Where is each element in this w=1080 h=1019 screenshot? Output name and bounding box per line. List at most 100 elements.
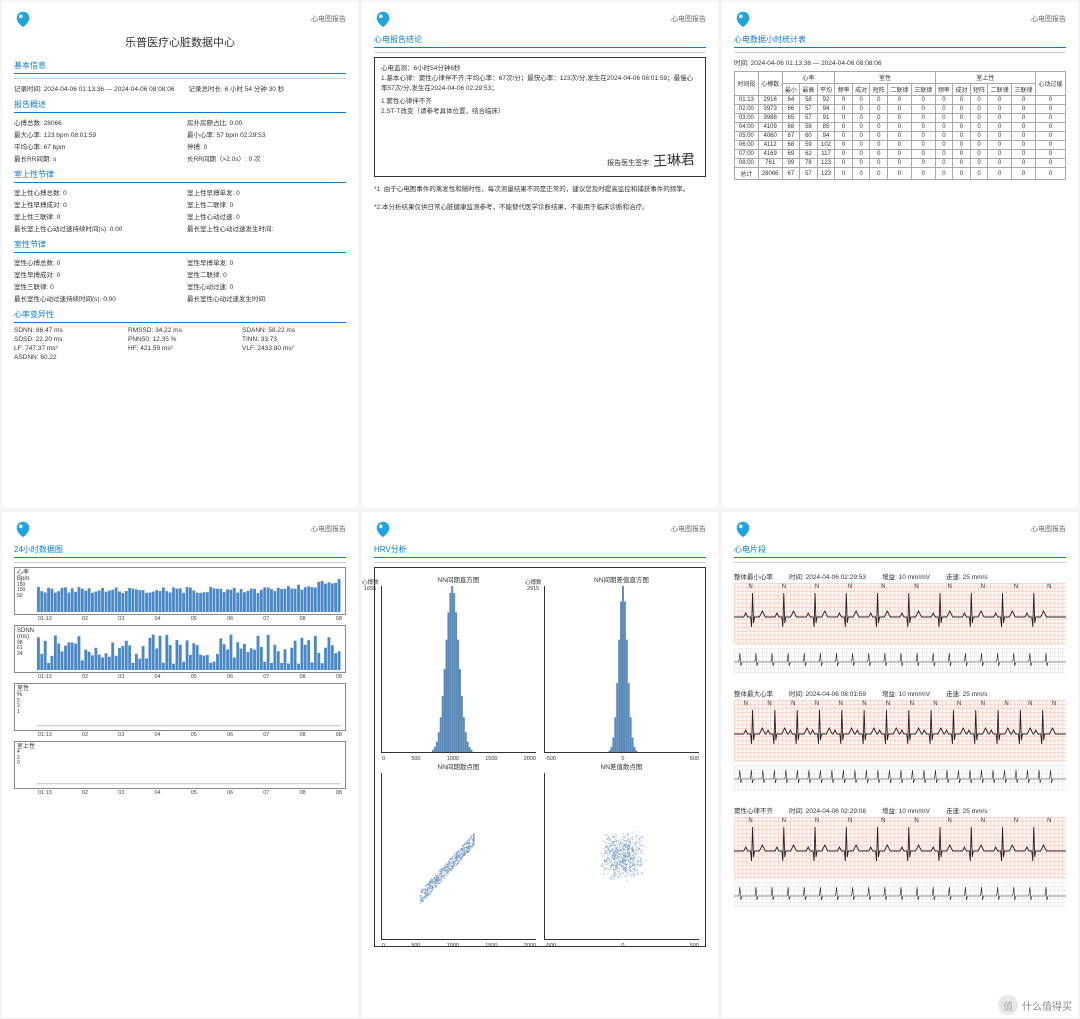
sv-d: 室上性二联律: 0: [187, 199, 346, 209]
hrv-hf: HF: 421.59 ms²: [128, 345, 232, 352]
conclusion-title: 心电报告结论: [374, 34, 706, 48]
v-e: 室性三联律: 0: [14, 281, 173, 291]
brand-logo-icon: [734, 520, 752, 538]
hrv-sdann: SDANN: 58.22 ms: [242, 327, 346, 334]
signature-name: 王琳君: [652, 150, 695, 173]
conclusion-line-2: 1.窦性心律伴不齐: [381, 97, 699, 107]
report-page-1: 心电图报告 乐普医疗心脏数据中心 基本信息 记录时间: 2024-04-06 0…: [2, 2, 358, 508]
hrv-lf: LF: 747.37 ms²: [14, 345, 118, 352]
v-a: 室性心搏总数: 0: [14, 257, 173, 267]
basic-duration: 记录总时长: 6 小时 54 分钟 30 秒: [188, 83, 346, 93]
section-basic-title: 基本信息: [14, 60, 346, 74]
header-label: 心电图报告: [671, 14, 706, 24]
section-v-title: 室性节律: [14, 239, 346, 253]
hrv-plot-nn-histogram: NN间期直方图 心搏数16550500100015002000: [381, 574, 536, 753]
header-label: 心电图报告: [311, 524, 346, 534]
watermark-text: 什么值得买: [1022, 998, 1072, 1013]
ov-max-hr: 最大心率: 123 bpm 08:01:59: [14, 129, 173, 139]
report-page-6: 心电图报告 心电片段 整体最小心率时间: 2024-04-06 02:29:53…: [722, 512, 1078, 1018]
sv-g: 最长室上性心动过速持续时间(s): 0.00: [14, 223, 173, 233]
brand-logo-icon: [734, 10, 752, 28]
table-row: 05:00406067609400000000000: [735, 132, 1066, 141]
conclusion-line-3: 2.ST-T改变（请参考具体位置，结合临床）: [381, 107, 699, 117]
ov-artifact: 房扑房颤占比: 0.00: [187, 117, 346, 127]
hrv-sdsd: SDSD: 22.20 ms: [14, 336, 118, 343]
ecg-strip: 窦性心律不齐时间: 2024-04-06 02:29:08增益: 10 mm/m…: [734, 805, 1066, 908]
hrv-asdnn: ASDNN: 60.22: [14, 354, 118, 361]
table-row: 02:00397366579400000000000: [735, 105, 1066, 114]
sv-c: 室上性早搏成对: 0: [14, 199, 173, 209]
table-row: 03:00398865579100000000000: [735, 114, 1066, 123]
hourly-time-range: 时间: 2024-04-06 01:13:36 — 2024-04-06 08:…: [734, 57, 1066, 67]
page-title: 乐普医疗心脏数据中心: [14, 34, 346, 50]
brand-logo-icon: [374, 10, 392, 28]
report-page-5: 心电图报告 HRV分析 NN间期直方图 心搏数16550500100015002…: [362, 512, 718, 1018]
chart-室上性: 室上性420: [14, 741, 346, 789]
section-hrv-title: 心率变异性: [14, 309, 346, 323]
ov-total-beats: 心搏总数: 28066: [14, 117, 173, 127]
table-row: 01:13291664589200000000000: [735, 96, 1066, 105]
ov-pause: 停搏: 0: [187, 141, 346, 151]
ecg-strips-container: 整体最小心率时间: 2024-04-06 02:29:53增益: 10 mm/m…: [734, 571, 1066, 908]
hrv-pnn50: PNN50: 12.35 %: [128, 336, 232, 343]
report-page-2: 心电图报告 心电报告结论 心电监测：6小时54分钟6秒 1.基本心律：窦性心律伴…: [362, 2, 718, 508]
v-d: 室性二联律: 0: [187, 269, 346, 279]
v-c: 室性早搏成对: 0: [14, 269, 173, 279]
sv-h: 最长室上性心动过速发生时间:: [187, 223, 346, 233]
hrv-vlf: VLF: 2433.80 ms²: [242, 345, 346, 352]
header-label: 心电图报告: [671, 524, 706, 534]
section-sv-title: 室上性节律: [14, 169, 346, 183]
hrv-plot-nn-diff-histogram: NN间期差值直方图 心搏数2915-5000500: [544, 574, 699, 753]
daily-title: 24小时数据图: [14, 544, 346, 558]
chart-心率: 心率Bpm15010050: [14, 567, 346, 615]
ecg-strip: 整体最小心率时间: 2024-04-06 02:29:53增益: 10 mm/m…: [734, 571, 1066, 674]
table-row: 04:00410968588500000000000: [735, 123, 1066, 132]
v-b: 室性早搏单发: 0: [187, 257, 346, 267]
report-page-4: 心电图报告 24小时数据图 心率Bpm1501005001:1302030405…: [2, 512, 358, 1018]
hrv-plot-nn-scatter: NN间期散点图 0500100015002000: [381, 761, 536, 940]
section-overview-title: 报告概述: [14, 99, 346, 113]
watermark-icon: 值: [998, 995, 1018, 1015]
header-label: 心电图报告: [311, 14, 346, 24]
table-row: 06:004112685910200000000000: [735, 141, 1066, 150]
ov-avg-hr: 平均心率: 67 bpm: [14, 141, 173, 151]
conclusion-line-0: 心电监测：6小时54分钟6秒: [381, 64, 699, 74]
ecg-strip: 整体最大心率时间: 2024-04-06 08:01:59增益: 10 mm/m…: [734, 688, 1066, 791]
watermark: 值 什么值得买: [998, 995, 1072, 1015]
hourly-table: 时间段心搏数心率室性室上性心动过缓最小最高平均频率成对短阵二联律三联律频率成对短…: [734, 71, 1066, 180]
v-h: 最长室性心动过速发生时间:: [187, 293, 346, 303]
brand-logo-icon: [14, 520, 32, 538]
v-f: 室性心动过速: 0: [187, 281, 346, 291]
ov-min-hr: 最小心率: 57 bpm 02:29:53: [187, 129, 346, 139]
brand-logo-icon: [14, 10, 32, 28]
hourly-title: 心电数据小时统计表: [734, 34, 1066, 48]
footnote-1: *1. 由于心电图事件的离发性和随时性，每次测量结果不同是正常的，建议您及时提高…: [374, 185, 706, 195]
sv-a: 室上性心搏总数: 0: [14, 187, 173, 197]
hrv-plot-nn-diff-scatter: NN差值散点图 -5000500: [544, 761, 699, 940]
report-page-3: 心电图报告 心电数据小时统计表 时间: 2024-04-06 01:13:36 …: [722, 2, 1078, 508]
brand-logo-icon: [374, 520, 392, 538]
hrv-plot-grid: NN间期直方图 心搏数16550500100015002000 NN间期差值直方…: [374, 567, 706, 947]
hrv-rmssd: RMSSD: 34.22 ms: [128, 327, 232, 334]
table-row: 07:004169696211700000000000: [735, 150, 1066, 159]
footnote-2: *2.本分析结果仅供日常心脏健康监测参考，不能替代医学诊断结果，不能用于临床诊断…: [374, 203, 706, 213]
daily-charts: 心率Bpm1501005001:130203040506070808SDNN(m…: [14, 567, 346, 796]
table-row: 总计28066675712300000000000: [735, 168, 1066, 180]
header-label: 心电图报告: [1031, 524, 1066, 534]
ecg-title: 心电片段: [734, 544, 1066, 558]
chart-SDNN: SDNN(ms)986124: [14, 625, 346, 673]
ov-long-rr-gt2: 长RR间期（>2.0s）: 0 次: [187, 153, 346, 163]
ov-longest-rr: 最长RR间期: s: [14, 153, 173, 163]
signature-label: 报告医生签字:: [607, 160, 651, 167]
basic-record-time: 记录时间: 2024-04-06 01:13:36 — 2024-04-06 0…: [14, 83, 174, 93]
v-g: 最长室性心动过速持续时间(s): 0.00: [14, 293, 173, 303]
chart-室性: 室性%531: [14, 683, 346, 731]
header-label: 心电图报告: [1031, 14, 1066, 24]
sv-b: 室上性早搏单发: 0: [187, 187, 346, 197]
sv-e: 室上性三联律: 0: [14, 211, 173, 221]
sv-f: 室上性心动过速: 0: [187, 211, 346, 221]
hrv-sdnn: SDNN: 86.47 ms: [14, 327, 118, 334]
conclusion-line-1: 1.基本心律：窦性心律伴不齐;平均心率：67次/分；最快心率：123次/分,发生…: [381, 74, 699, 94]
hrv-title: HRV分析: [374, 544, 706, 558]
conclusion-box: 心电监测：6小时54分钟6秒 1.基本心律：窦性心律伴不齐;平均心率：67次/分…: [374, 57, 706, 177]
